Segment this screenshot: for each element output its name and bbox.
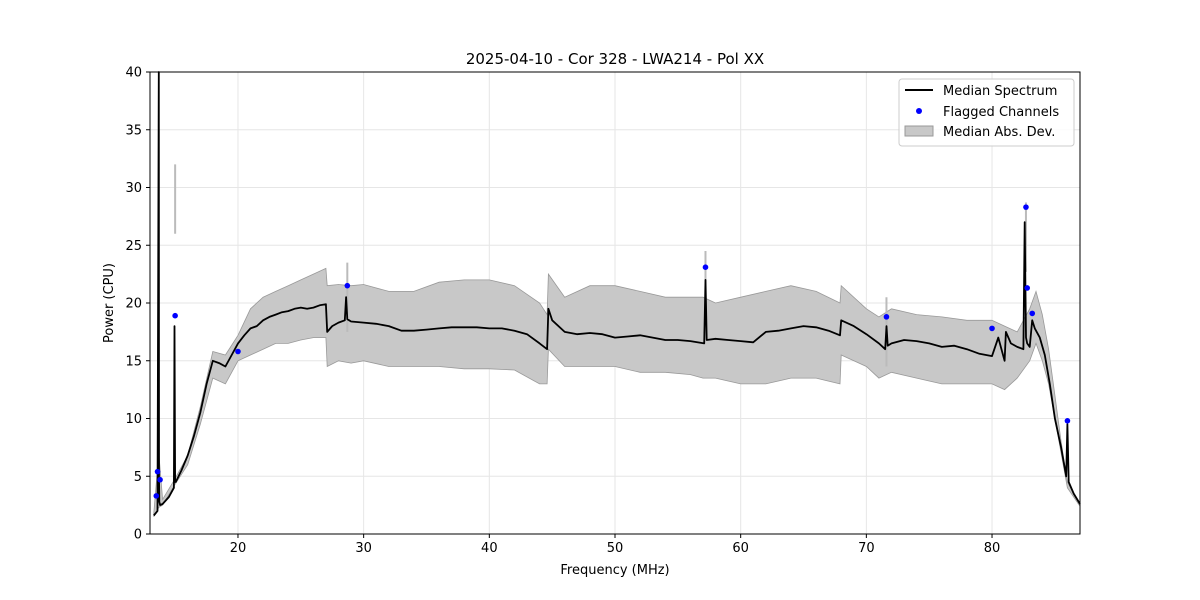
flagged-channel-point xyxy=(1023,204,1029,210)
flagged-channel-point xyxy=(235,348,241,355)
flagged-channel-point xyxy=(344,282,351,289)
y-tick-label: 10 xyxy=(125,412,142,427)
y-axis-label: Power (CPU) xyxy=(102,263,117,343)
x-tick-label: 70 xyxy=(858,541,875,556)
y-tick-label: 5 xyxy=(134,470,142,485)
flagged-points-layer xyxy=(153,204,1071,499)
chart-title: 2025-04-10 - Cor 328 - LWA214 - Pol XX xyxy=(466,50,764,68)
legend: Median Spectrum Flagged Channels Median … xyxy=(898,78,1075,147)
x-tick-label: 20 xyxy=(230,541,247,556)
y-tick-label: 25 xyxy=(125,239,142,254)
legend-mad-label: Median Abs. Dev. xyxy=(943,125,1055,140)
y-tick-label: 30 xyxy=(125,181,142,196)
y-tick-label: 35 xyxy=(125,123,142,138)
flagged-channel-point xyxy=(153,493,160,499)
x-tick-label: 50 xyxy=(607,541,624,556)
median-line-layer xyxy=(153,71,1081,517)
flagged-channel-point xyxy=(702,264,709,270)
y-tick-label: 40 xyxy=(125,66,142,81)
y-tick-label: 20 xyxy=(125,297,142,312)
x-tick-label: 30 xyxy=(355,541,372,556)
x-tick-label: 60 xyxy=(732,541,749,556)
axis-ticks: 20 30 40 50 60 70 80 0 5 10 15 20 25 30 35 40 xyxy=(125,66,1000,557)
flagged-channel-point xyxy=(172,312,178,319)
flagged-channel-point xyxy=(157,476,163,483)
flagged-channel-point xyxy=(1064,418,1071,424)
y-tick-label: 0 xyxy=(134,528,142,543)
legend-band-swatch xyxy=(904,125,934,137)
flagged-channel-point xyxy=(1029,310,1036,317)
flagged-channel-point xyxy=(154,468,161,475)
x-tick-label: 40 xyxy=(481,541,498,556)
legend-box xyxy=(898,78,1075,147)
flagged-channel-point xyxy=(883,314,890,320)
x-tick-label: 80 xyxy=(984,541,1001,556)
flagged-channel-point xyxy=(989,325,995,332)
x-axis-label: Frequency (MHz) xyxy=(560,563,669,578)
y-tick-label: 15 xyxy=(125,354,142,369)
legend-point-swatch xyxy=(916,108,922,114)
legend-median-label: Median Spectrum xyxy=(943,84,1057,99)
flagged-channel-point xyxy=(1024,285,1031,291)
legend-flagged-label: Flagged Channels xyxy=(943,105,1059,120)
median-spectrum-line xyxy=(153,71,1081,517)
